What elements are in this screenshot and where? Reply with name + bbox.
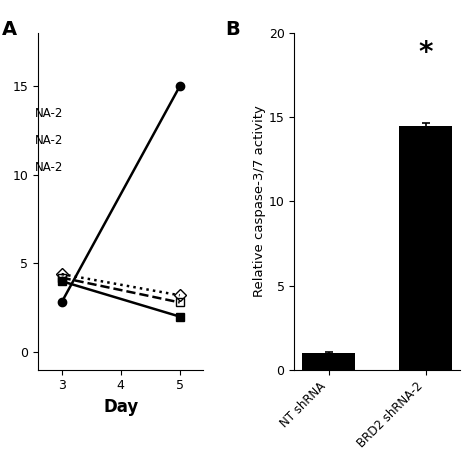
Bar bbox=[302, 353, 355, 370]
Y-axis label: Relative caspase-3/7 activity: Relative caspase-3/7 activity bbox=[253, 106, 266, 297]
Text: *: * bbox=[419, 39, 433, 67]
X-axis label: Day: Day bbox=[103, 398, 138, 416]
Text: NA-2: NA-2 bbox=[35, 108, 63, 120]
Text: A: A bbox=[1, 20, 17, 39]
Text: B: B bbox=[225, 20, 240, 39]
Text: NA-2: NA-2 bbox=[35, 161, 63, 174]
Text: NA-2: NA-2 bbox=[35, 134, 63, 147]
Bar bbox=[399, 126, 452, 370]
